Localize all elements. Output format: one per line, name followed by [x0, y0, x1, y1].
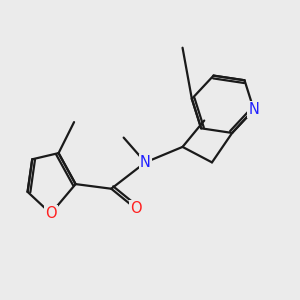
Text: N: N [248, 102, 259, 117]
Text: O: O [45, 206, 57, 221]
Text: N: N [140, 155, 151, 170]
Text: O: O [130, 201, 142, 216]
